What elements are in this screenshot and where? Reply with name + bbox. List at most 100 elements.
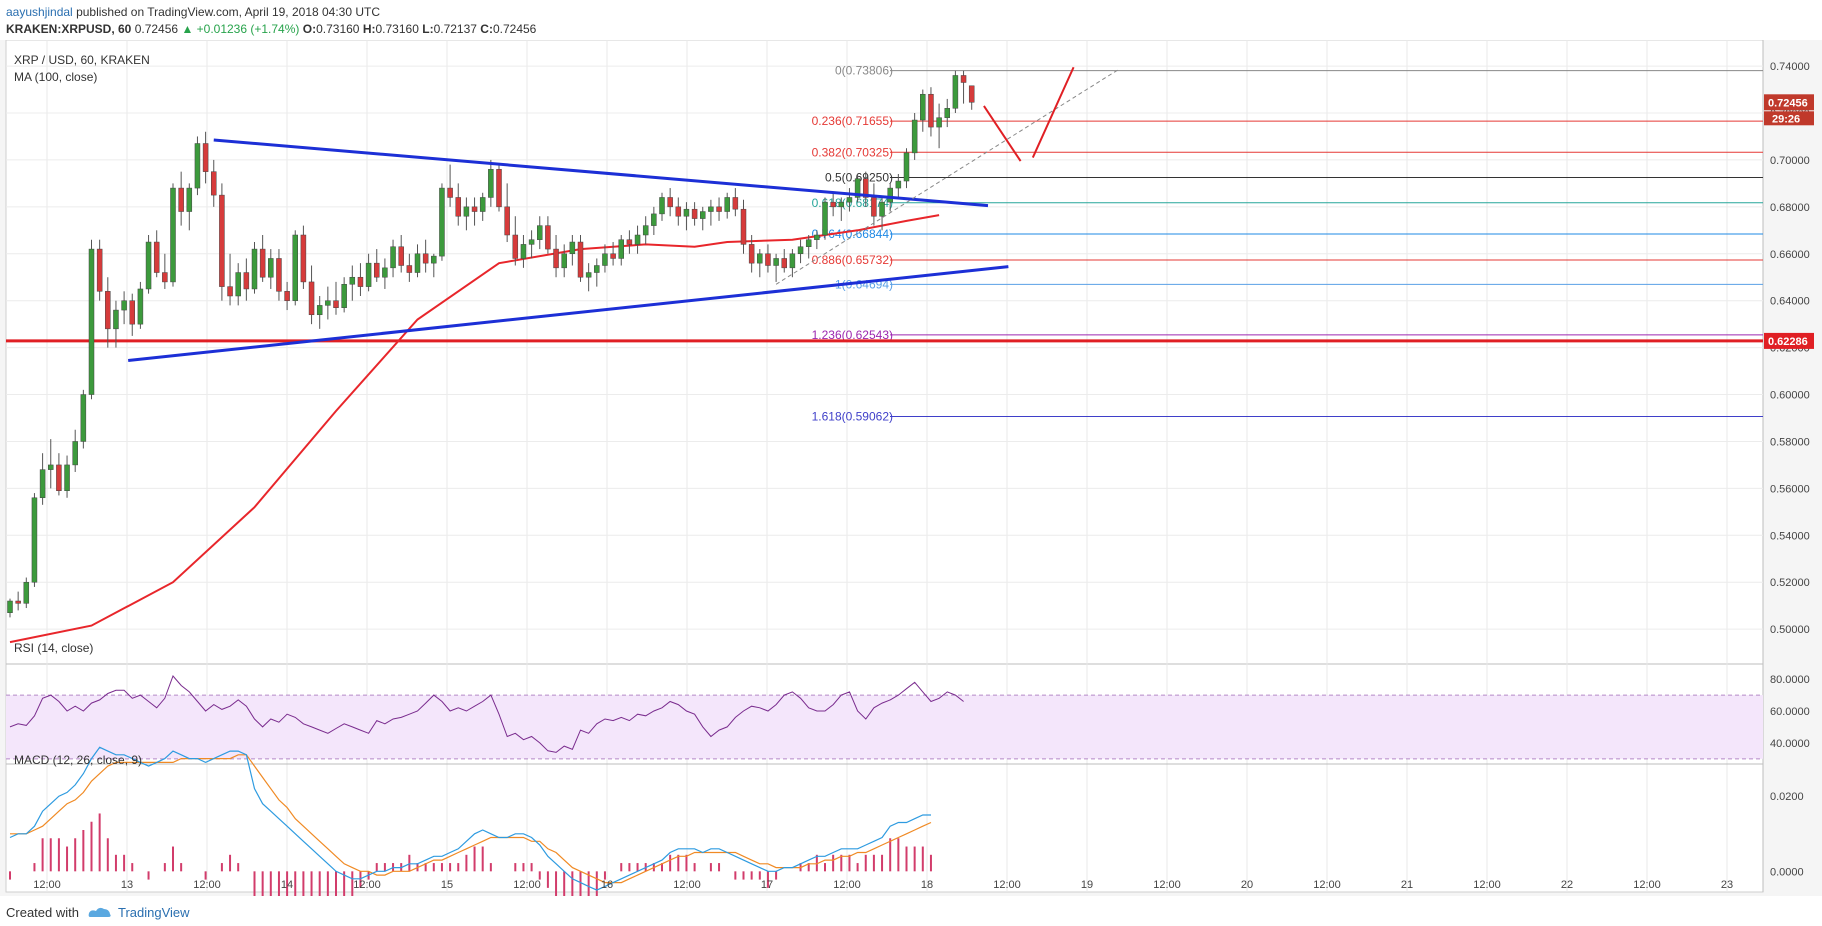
- candle-body: [365, 262, 372, 287]
- fib-label: 1.618(0.59062): [812, 410, 893, 424]
- fib-label: 0.236(0.71655): [812, 114, 893, 128]
- price-chart[interactable]: 0(0.73806) 0.236(0.71655) 0.382(0.70325) 0.…: [0, 40, 1822, 896]
- candle-body: [105, 291, 111, 330]
- candle-body: [439, 187, 445, 257]
- candle-body: [194, 143, 201, 189]
- price-tick-label: 0.64000: [1770, 296, 1810, 308]
- ohlc-h-value: 0.73160: [375, 22, 419, 36]
- trendlines: [128, 138, 1009, 363]
- candle-body: [382, 267, 388, 278]
- price-change: ▲ +0.01236 (+1.74%): [181, 22, 300, 36]
- last-price: 0.72456: [134, 22, 179, 36]
- candle-body: [259, 248, 266, 278]
- ohlc-o-key: O:: [302, 22, 317, 36]
- candle-body: [577, 241, 584, 278]
- candle-body: [602, 253, 608, 266]
- candle-body: [137, 288, 144, 325]
- candle-body: [178, 187, 184, 212]
- candle-body: [968, 85, 975, 103]
- time-tick-label: 12:00: [993, 879, 1021, 891]
- drawn-arrow-down: [983, 105, 1022, 162]
- publication-line: aayushjindal published on TradingView.co…: [6, 5, 380, 19]
- candle-body: [308, 281, 315, 316]
- candle-body: [537, 225, 543, 240]
- published-text: published on TradingView.com, April 19, …: [76, 5, 381, 19]
- candle-body: [496, 169, 502, 208]
- trendline: [128, 265, 1009, 363]
- candle-body: [553, 248, 559, 269]
- candle-body: [871, 197, 877, 217]
- candle-body: [72, 441, 78, 466]
- time-tick-label: 12:00: [33, 879, 61, 891]
- candle-body: [618, 239, 624, 259]
- price-tick-label: 0.60000: [1770, 390, 1810, 402]
- fib-label: 0.5(0.69250): [825, 171, 893, 185]
- candle-body: [569, 241, 576, 255]
- tradingview-cloud-icon: [88, 907, 111, 917]
- candle-body: [895, 180, 902, 189]
- time-tick-label: 16: [601, 879, 613, 891]
- candle-body: [879, 201, 885, 217]
- candle-body: [235, 272, 241, 297]
- candle-body: [920, 93, 926, 121]
- candle-body: [928, 93, 934, 128]
- candle-body: [153, 241, 160, 273]
- fib-label: 0.382(0.70325): [812, 145, 893, 159]
- candle-body: [659, 197, 665, 215]
- price-tick-label: 0.58000: [1770, 436, 1810, 448]
- last-price-tag: 0.72456: [1768, 97, 1808, 109]
- tradingview-link[interactable]: TradingView: [118, 905, 190, 920]
- candle-body: [227, 286, 233, 297]
- author-link[interactable]: aayushjindal: [6, 5, 73, 19]
- time-tick-label: 12:00: [1153, 879, 1181, 891]
- time-tick-label: 19: [1081, 879, 1093, 891]
- price-tick-label: 0.68000: [1770, 202, 1810, 214]
- candle-body: [300, 234, 307, 283]
- rsi-legend: RSI (14, close): [14, 641, 93, 655]
- fib-label: 0.886(0.65732): [812, 253, 893, 267]
- candle-body: [651, 213, 657, 226]
- time-tick-label: 22: [1561, 879, 1573, 891]
- candle-body: [96, 248, 103, 292]
- main-chart-title: XRP / USD, 60, KRAKEN: [14, 53, 150, 67]
- candle-body: [390, 246, 396, 269]
- candle-body: [422, 253, 429, 264]
- price-tick-label: 0.70000: [1770, 155, 1810, 167]
- candle-body: [789, 253, 796, 269]
- candle-body: [243, 272, 250, 290]
- candlesticks: [7, 70, 975, 618]
- time-tick-label: 12:00: [673, 879, 701, 891]
- candle-body: [398, 246, 404, 266]
- candle-body: [202, 143, 209, 172]
- fib-label: 0.764(0.66844): [812, 227, 893, 241]
- candle-body: [911, 119, 918, 154]
- candle-body: [757, 253, 763, 264]
- candle-body: [31, 497, 38, 583]
- time-tick-label: 12:00: [1473, 879, 1501, 891]
- chart-header: aayushjindal published on TradingView.co…: [0, 0, 1822, 40]
- time-tick-label: 12:00: [1313, 879, 1341, 891]
- price-tick-label: 0.56000: [1770, 483, 1810, 495]
- ohlc-l-key: L:: [422, 22, 434, 36]
- candle-body: [325, 300, 331, 306]
- candle-body: [479, 197, 486, 212]
- candle-body: [732, 197, 739, 210]
- candle-body: [268, 258, 274, 278]
- candle-body: [748, 244, 755, 264]
- candle-body: [15, 600, 21, 604]
- drawn-arrow-up: [1031, 66, 1075, 158]
- time-tick-label: 12:00: [1633, 879, 1661, 891]
- countdown-tag-bg: [1764, 111, 1814, 126]
- candle-body: [284, 291, 290, 301]
- candle-body: [773, 258, 779, 266]
- ohlc-h-key: H:: [362, 22, 376, 36]
- time-tick-label: 13: [121, 879, 133, 891]
- candle-body: [88, 248, 95, 395]
- annotations: [775, 66, 1119, 285]
- rsi-panel: [6, 675, 1763, 765]
- candle-body: [145, 241, 152, 290]
- time-tick-label: 15: [441, 879, 453, 891]
- price-tick-label: 0.74000: [1770, 61, 1810, 73]
- candle-body: [121, 300, 127, 311]
- candle-body: [944, 108, 950, 118]
